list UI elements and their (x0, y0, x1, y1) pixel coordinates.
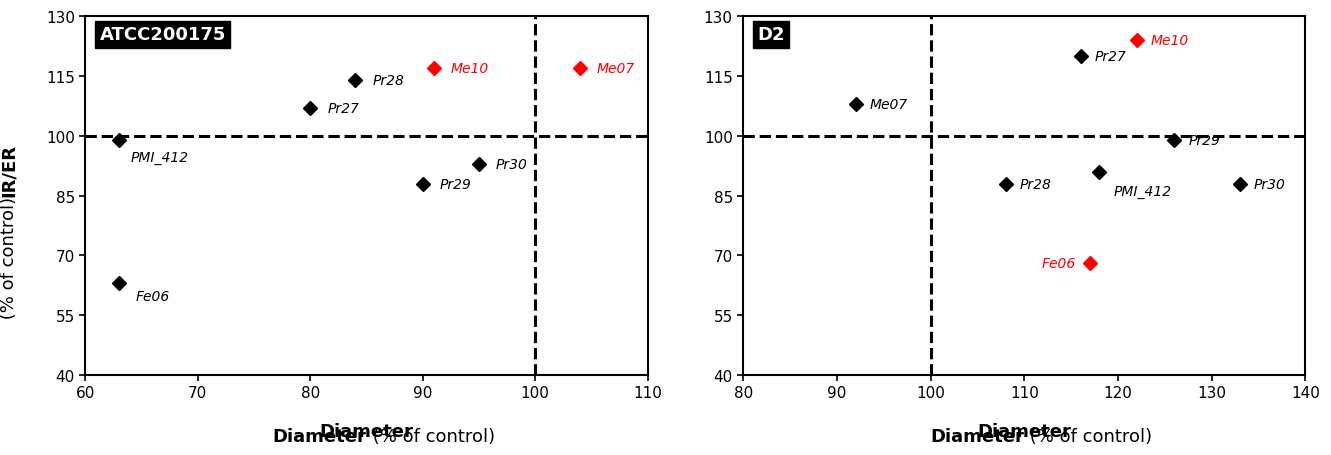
Text: Pr28: Pr28 (1020, 177, 1051, 191)
Text: (% of control): (% of control) (366, 427, 495, 445)
Text: Diameter: Diameter (930, 427, 1025, 445)
Text: Fe06: Fe06 (136, 290, 170, 303)
Text: Me10: Me10 (451, 62, 488, 76)
Text: Pr29: Pr29 (439, 177, 471, 191)
Text: (% of control): (% of control) (1025, 427, 1153, 445)
Text: ATCC200175: ATCC200175 (100, 26, 226, 44)
Text: Pr30: Pr30 (496, 157, 527, 171)
Text: Pr29: Pr29 (1189, 133, 1221, 147)
Text: PMI_412: PMI_412 (130, 150, 189, 164)
Text: Pr30: Pr30 (1254, 177, 1286, 191)
Text: Diameter (% of control): Diameter (% of control) (261, 422, 473, 440)
Text: Diameter: Diameter (319, 422, 414, 440)
Text: Diameter (% of control): Diameter (% of control) (918, 422, 1130, 440)
Text: (% of control): (% of control) (0, 196, 17, 324)
Text: Me07: Me07 (869, 98, 908, 111)
Text: Me07: Me07 (598, 62, 635, 76)
Text: Me10: Me10 (1151, 34, 1189, 48)
Text: Pr27: Pr27 (1094, 50, 1126, 64)
Text: Diameter: Diameter (977, 422, 1071, 440)
Text: Pr27: Pr27 (327, 101, 359, 116)
Text: Fe06: Fe06 (1042, 257, 1075, 271)
Text: Diameter: Diameter (273, 427, 366, 445)
Text: IR/ER: IR/ER (0, 143, 17, 196)
Text: PMI_412: PMI_412 (1113, 184, 1171, 198)
Text: Pr28: Pr28 (373, 74, 405, 88)
Text: D2: D2 (757, 26, 785, 44)
